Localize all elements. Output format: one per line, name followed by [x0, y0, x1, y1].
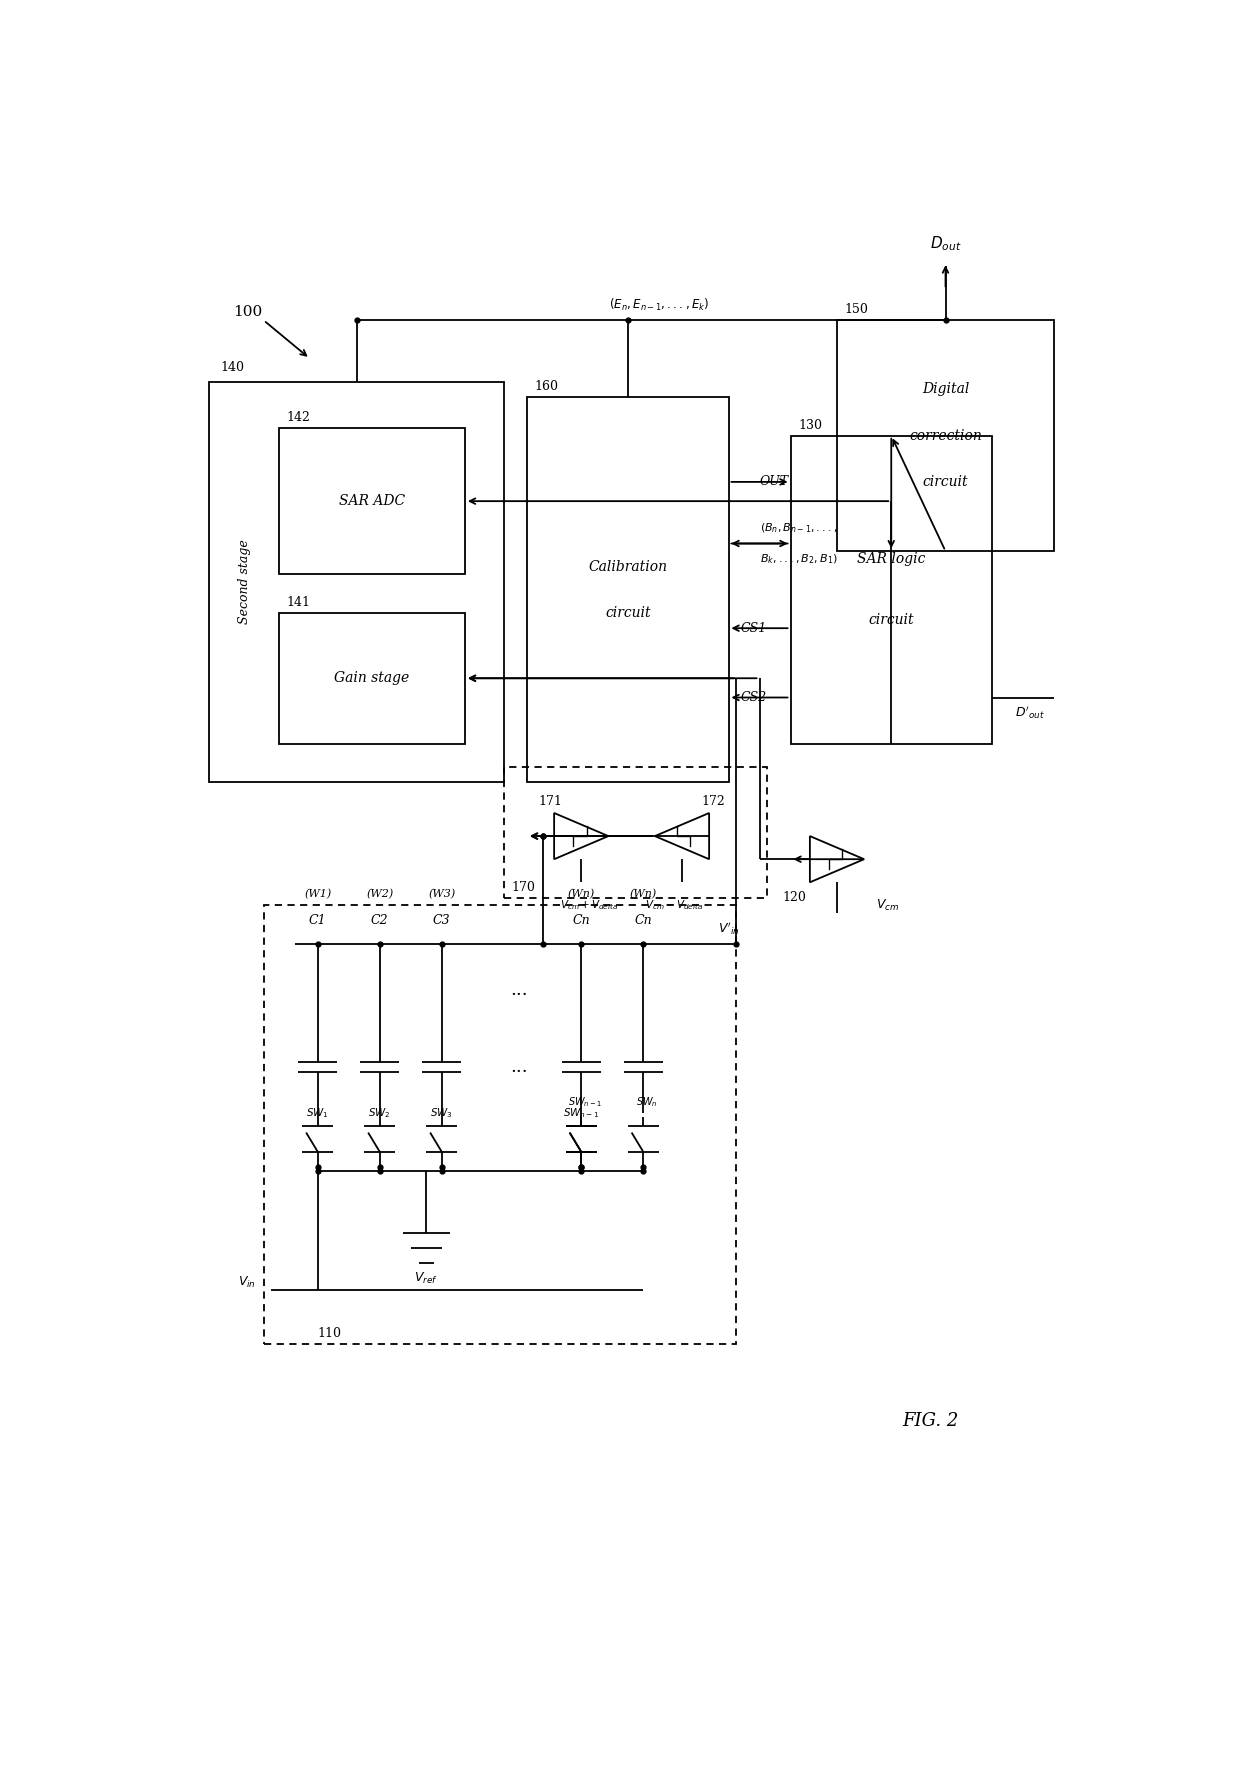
Text: $B_k, ..., B_2, B_1)$: $B_k, ..., B_2, B_1)$ — [759, 552, 837, 566]
Text: (Wn): (Wn) — [630, 889, 657, 899]
Text: $V'_{in}$: $V'_{in}$ — [718, 920, 739, 936]
Text: circuit: circuit — [605, 605, 651, 620]
Bar — [527, 396, 729, 782]
Text: (W1): (W1) — [304, 889, 331, 899]
Bar — [503, 766, 768, 897]
Text: SAR logic: SAR logic — [857, 552, 925, 566]
Bar — [279, 428, 465, 573]
Text: $V_{in}$: $V_{in}$ — [238, 1274, 255, 1290]
Text: $SW_3$: $SW_3$ — [430, 1106, 453, 1120]
Bar — [210, 382, 503, 782]
Text: $SW_n$: $SW_n$ — [636, 1096, 658, 1108]
Text: 100: 100 — [233, 306, 263, 320]
Text: 170: 170 — [511, 881, 536, 894]
Text: $V_{cm}+V_{delta}$: $V_{cm}+V_{delta}$ — [560, 899, 618, 912]
Text: $D_{out}$: $D_{out}$ — [930, 234, 961, 253]
Text: 172: 172 — [702, 795, 725, 807]
Text: Second stage: Second stage — [238, 540, 250, 625]
Text: $V_{ref}$: $V_{ref}$ — [414, 1271, 438, 1287]
Text: Gain stage: Gain stage — [335, 671, 409, 685]
Bar — [279, 612, 465, 743]
Text: C1: C1 — [309, 915, 326, 927]
Text: 150: 150 — [844, 303, 869, 317]
Text: C3: C3 — [433, 915, 450, 927]
Text: Cn: Cn — [573, 915, 590, 927]
Text: 142: 142 — [286, 411, 311, 425]
Text: CS2: CS2 — [740, 690, 766, 704]
Text: FIG. 2: FIG. 2 — [901, 1412, 959, 1430]
Text: OUT: OUT — [759, 476, 789, 489]
Text: Digital: Digital — [921, 382, 970, 396]
Text: C2: C2 — [371, 915, 388, 927]
Text: 171: 171 — [538, 795, 563, 807]
Text: $SW_1$: $SW_1$ — [306, 1106, 329, 1120]
Bar — [263, 906, 737, 1343]
Text: $SW_{n-1}$: $SW_{n-1}$ — [568, 1096, 603, 1108]
Text: $(B_n, B_{n-1}, ...,$: $(B_n, B_{n-1}, ...,$ — [759, 522, 837, 535]
Text: (W3): (W3) — [428, 889, 455, 899]
Text: $V_{cm}$: $V_{cm}$ — [875, 897, 899, 913]
Text: 141: 141 — [286, 596, 311, 609]
Text: ...: ... — [511, 1058, 528, 1076]
Text: $(E_n, E_{n-1}, ..., E_k)$: $(E_n, E_{n-1}, ..., E_k)$ — [609, 297, 709, 313]
Text: CS1: CS1 — [740, 621, 766, 635]
Text: $SW_2$: $SW_2$ — [368, 1106, 391, 1120]
Text: $D'_{out}$: $D'_{out}$ — [1016, 704, 1045, 720]
Text: ...: ... — [511, 981, 528, 998]
Text: $V_{cm}-V_{delta}$: $V_{cm}-V_{delta}$ — [645, 899, 703, 912]
Text: (Wn): (Wn) — [568, 889, 595, 899]
Text: 140: 140 — [221, 361, 244, 373]
Text: Cn: Cn — [635, 915, 652, 927]
Text: 130: 130 — [799, 419, 822, 432]
Text: 110: 110 — [317, 1328, 342, 1340]
Text: SAR ADC: SAR ADC — [339, 494, 405, 508]
Bar — [837, 320, 1054, 550]
Bar — [791, 435, 992, 743]
Text: circuit: circuit — [868, 614, 914, 628]
Text: 160: 160 — [534, 381, 559, 393]
Text: 120: 120 — [782, 892, 807, 904]
Text: circuit: circuit — [923, 474, 968, 489]
Text: $SW_{n-1}$: $SW_{n-1}$ — [563, 1106, 599, 1120]
Text: correction: correction — [909, 428, 982, 442]
Text: (W2): (W2) — [366, 889, 393, 899]
Text: Calibration: Calibration — [588, 559, 667, 573]
